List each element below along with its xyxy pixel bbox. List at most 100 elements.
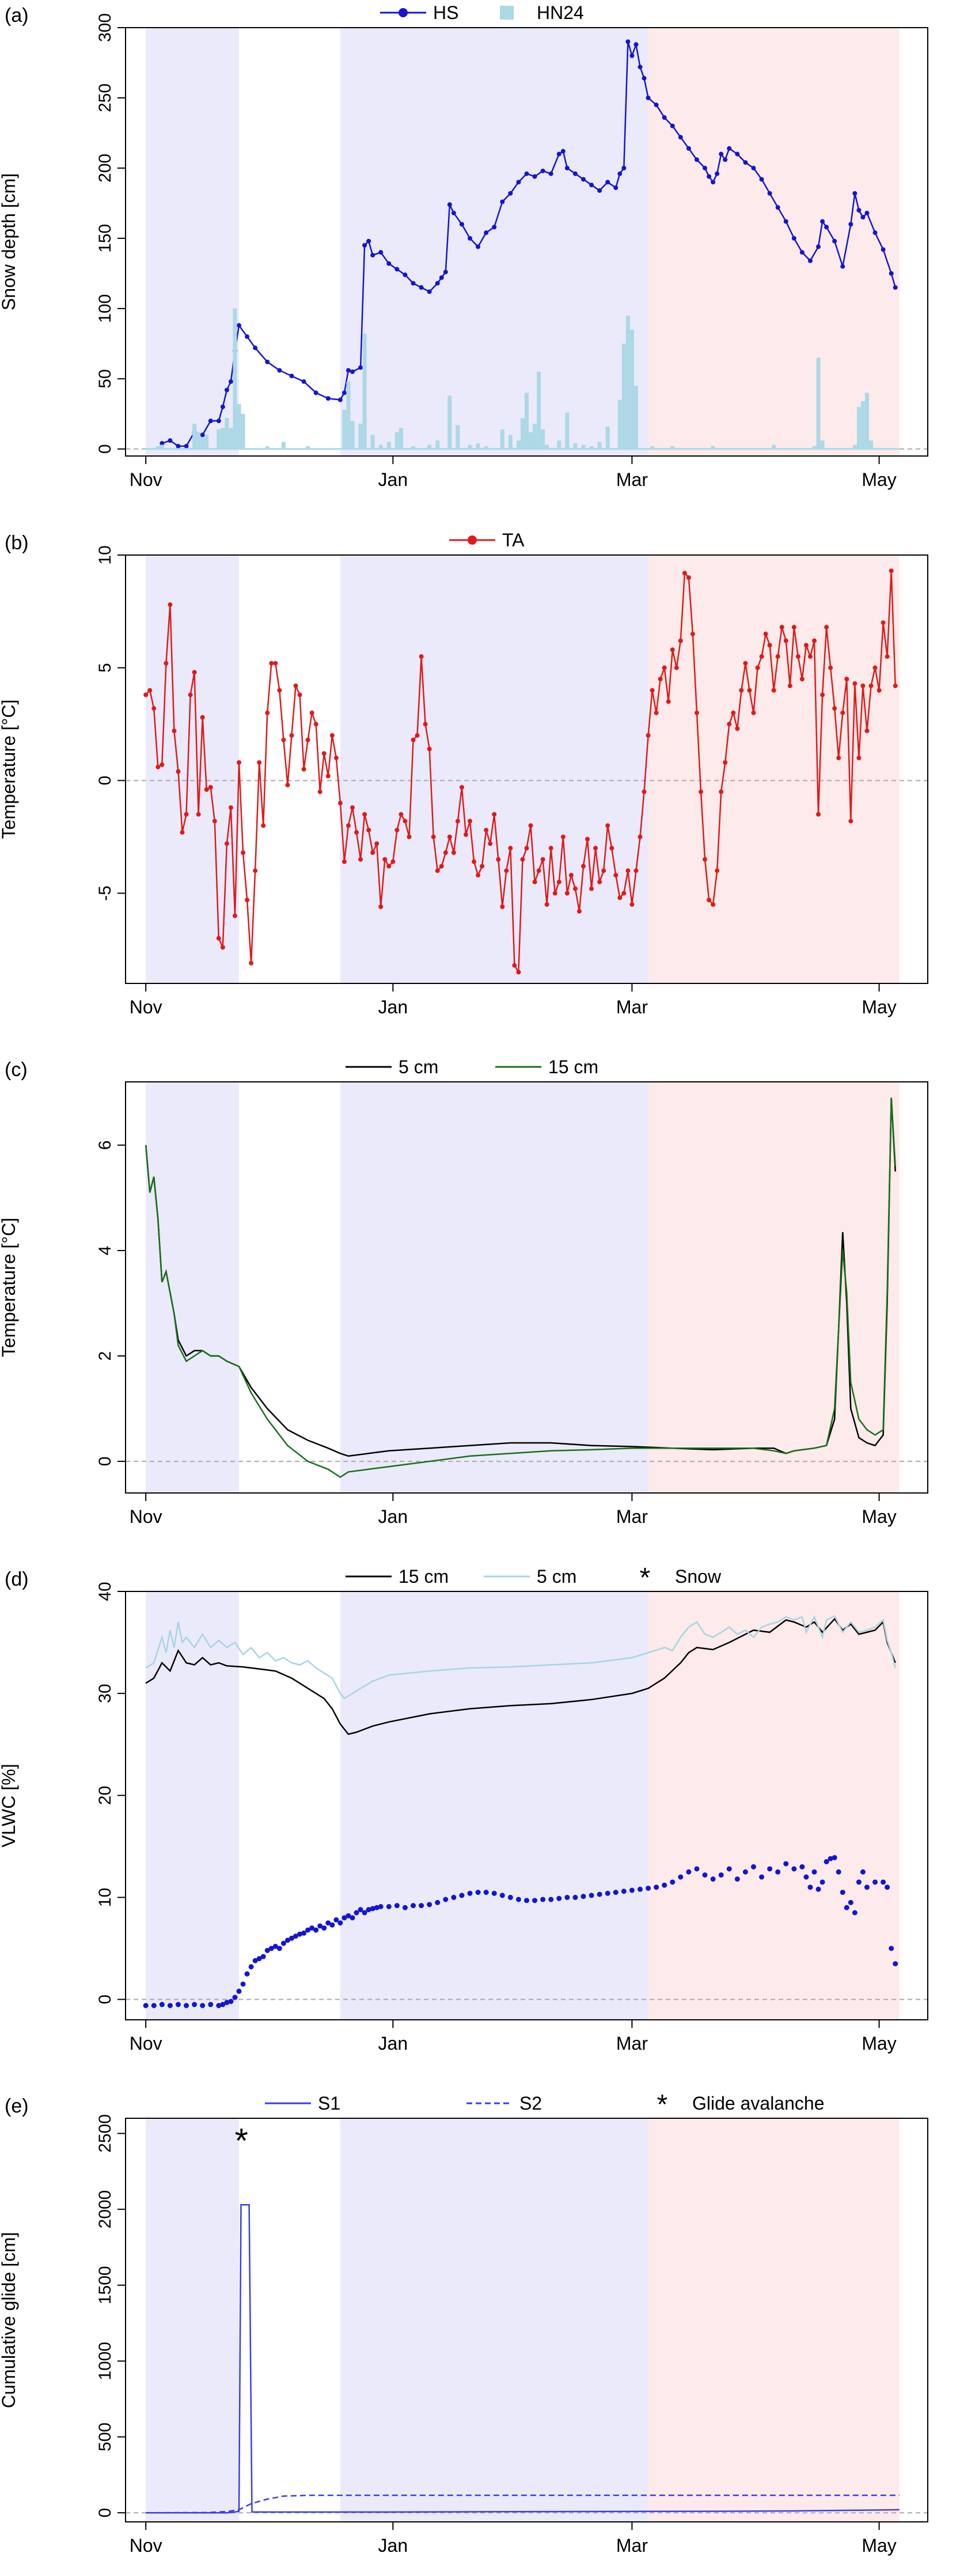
x-tick-label: Jan	[378, 2033, 408, 2054]
data-point	[763, 632, 768, 637]
data-point	[783, 638, 788, 643]
data-point	[811, 1869, 817, 1875]
data-point	[386, 1903, 392, 1909]
data-point	[621, 1889, 627, 1894]
x-tick-label: Mar	[616, 997, 648, 1017]
legend-swatch-point	[468, 535, 477, 545]
data-point	[358, 857, 363, 862]
data-point	[439, 275, 444, 280]
hn24-bar	[573, 443, 578, 449]
data-point	[658, 677, 663, 682]
data-point	[719, 151, 724, 157]
y-tick-label: 5	[96, 663, 115, 673]
hn24-bar	[537, 371, 541, 449]
data-point	[646, 1885, 651, 1891]
panel-label: (a)	[5, 5, 29, 26]
shading-band-0	[146, 555, 239, 983]
data-point	[686, 1869, 692, 1875]
hn24-bar	[856, 406, 861, 449]
data-point	[824, 1859, 829, 1864]
data-point	[520, 857, 525, 862]
hn24-bar	[772, 444, 776, 449]
data-point	[646, 95, 651, 100]
data-point	[220, 945, 225, 950]
data-point	[358, 365, 363, 370]
data-point	[836, 1869, 841, 1875]
legend-label: HS	[433, 2, 458, 23]
y-axis-title: Temperature [°C]	[0, 1218, 19, 1357]
hn24-bar	[350, 421, 355, 449]
shading-band-1	[340, 28, 648, 456]
data-point	[767, 191, 772, 196]
hn24-bar	[597, 442, 602, 449]
data-point	[459, 785, 464, 790]
data-point	[419, 285, 424, 290]
data-point	[443, 269, 448, 275]
data-point	[236, 1988, 242, 1994]
data-point	[832, 238, 837, 244]
legend: S1 S2 * Glide avalanche	[265, 2089, 824, 2120]
data-point	[427, 1902, 432, 1908]
data-point	[751, 711, 756, 716]
data-point	[232, 913, 237, 918]
data-point	[240, 1981, 246, 1987]
data-point	[678, 638, 683, 643]
data-point	[151, 706, 157, 711]
data-point	[500, 904, 505, 909]
data-point	[556, 151, 561, 157]
data-point	[820, 692, 825, 697]
data-point	[548, 171, 553, 176]
data-point	[228, 1999, 234, 2004]
shading-band-1	[340, 2118, 648, 2522]
data-point	[337, 1920, 343, 1926]
shading-band-2	[648, 1082, 900, 1493]
hn24-bar	[621, 343, 626, 449]
data-point	[889, 568, 894, 573]
data-point	[419, 654, 424, 659]
data-point	[747, 687, 752, 693]
data-point	[333, 755, 339, 761]
data-point	[593, 846, 598, 851]
data-point	[556, 879, 561, 884]
data-point	[378, 250, 384, 255]
data-point	[228, 379, 233, 384]
data-point	[241, 850, 246, 855]
hn24-bar	[812, 446, 817, 449]
data-point	[301, 767, 306, 772]
data-point	[703, 165, 708, 170]
data-point	[718, 1872, 724, 1878]
data-point	[682, 571, 687, 576]
data-point	[285, 782, 290, 788]
data-point	[617, 895, 623, 901]
data-point	[791, 1866, 797, 1872]
legend-label: Glide avalanche	[692, 2093, 824, 2114]
data-point	[325, 396, 331, 401]
data-point	[536, 868, 541, 873]
data-point	[337, 397, 343, 402]
data-point	[390, 859, 396, 864]
data-point	[346, 1913, 351, 1918]
data-point	[751, 165, 756, 170]
hn24-bar	[476, 443, 480, 449]
y-axis-title: Temperature [°C]	[0, 700, 19, 839]
data-point	[799, 1864, 805, 1870]
data-point	[459, 222, 464, 227]
hn24-bar	[581, 444, 586, 449]
legend-swatch-star: *	[657, 2089, 668, 2120]
legend: 15 cm 5 cm * Snow	[346, 1563, 722, 1593]
data-point	[504, 868, 509, 873]
hn24-bar	[427, 444, 432, 449]
plot-frame	[125, 1081, 928, 1494]
data-point	[155, 765, 161, 770]
data-point	[528, 823, 533, 828]
x-tick-label: Jan	[378, 997, 408, 1017]
data-point	[670, 647, 675, 652]
data-point	[447, 202, 452, 207]
data-point	[329, 733, 335, 738]
panel-label: (e)	[5, 2095, 29, 2117]
data-point	[678, 1874, 684, 1880]
data-point	[633, 868, 639, 873]
hn24-bar	[394, 432, 399, 449]
data-point	[313, 1927, 319, 1933]
data-point	[208, 2001, 214, 2007]
